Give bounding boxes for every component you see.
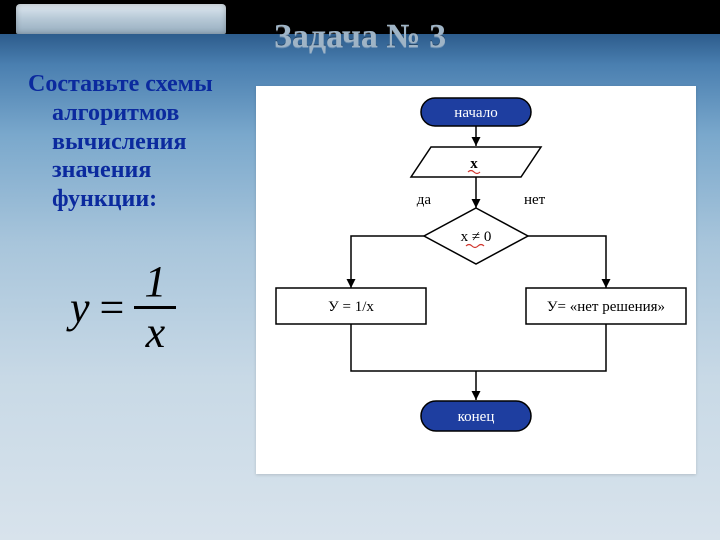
node-no: У= «нет решения» [526,288,686,324]
prompt-line: Составьте схемы [28,71,213,97]
fraction: 1 x [134,260,176,355]
svg-text:x ≠ 0: x ≠ 0 [461,229,492,245]
denominator: x [146,309,166,355]
prompt-line: вычисления [28,128,253,157]
formula-lhs: y [70,282,90,333]
svg-text:конец: конец [458,409,495,425]
node-start: начало [421,98,531,126]
prompt-line: алгоритмов [28,99,253,128]
edge [351,324,476,371]
flowchart-panel: начало x x ≠ 0 да нет [256,86,696,474]
edge [351,236,424,288]
node-end: конец [421,401,531,431]
svg-text:У = 1/x: У = 1/x [328,299,374,315]
formula: y = 1 x [70,260,176,355]
slide-title: Задача № 3 [0,18,720,56]
equals-sign: = [100,282,125,333]
svg-text:x: x [470,156,478,172]
slide: Задача № 3 Составьте схемы алгоритмов вы… [0,0,720,540]
flowchart-svg: начало x x ≠ 0 да нет [256,86,696,474]
node-input: x [411,147,541,177]
svg-text:начало: начало [454,105,497,121]
edge [528,236,606,288]
prompt-line: функции: [28,185,253,214]
edge [476,324,606,371]
edge-label-yes: да [417,192,432,208]
edge-label-no: нет [524,192,546,208]
svg-text:У= «нет решения»: У= «нет решения» [547,299,665,315]
prompt-line: значения [28,156,253,185]
node-yes: У = 1/x [276,288,426,324]
node-decision: x ≠ 0 [424,208,528,264]
prompt-text: Составьте схемы алгоритмов вычисления зн… [28,70,253,214]
numerator: 1 [134,260,176,309]
